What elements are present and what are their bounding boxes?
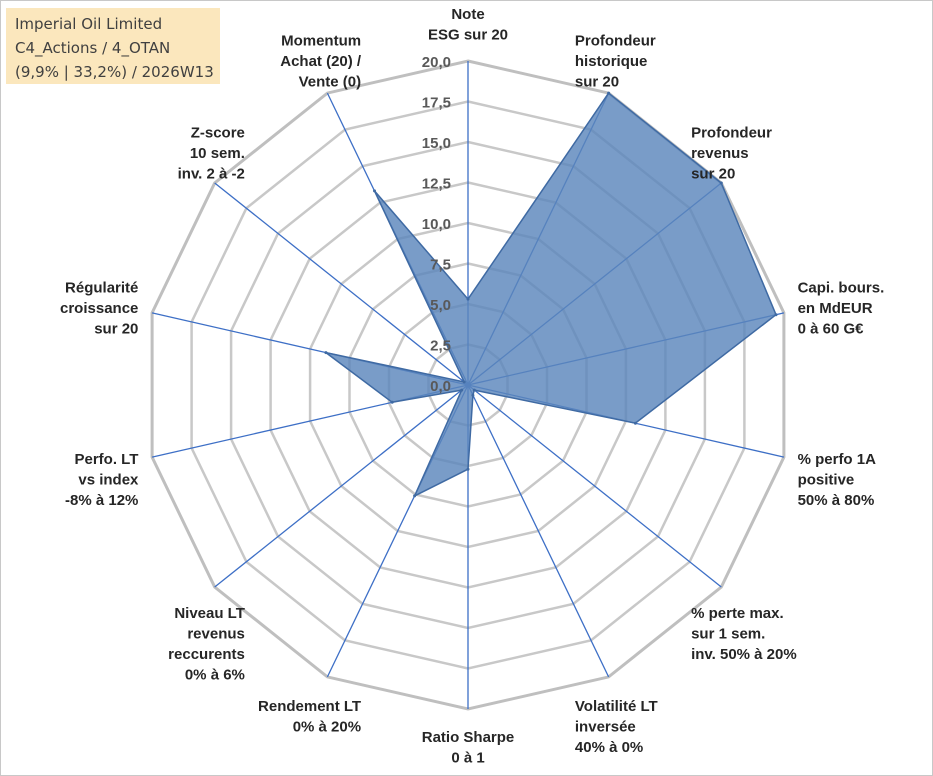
axis-label-line: Rendement LT (258, 698, 361, 715)
radar-series (324, 91, 778, 498)
radar-spoke (214, 182, 469, 386)
axis-label-line: vs index (78, 472, 139, 489)
data-point (471, 393, 475, 397)
axis-label-line: inv. 2 à -2 (178, 166, 245, 183)
axis-label-line: 0% à 6% (185, 667, 245, 684)
axis-label-line: inv. 50% à 20% (691, 646, 797, 663)
axis-label-line: sur 20 (94, 320, 138, 337)
tick-label: 10,0 (422, 216, 451, 233)
axis-label-line: Note (451, 6, 484, 23)
axis-label-line: sur 1 sem. (691, 626, 765, 643)
axis-label-line: croissance (60, 300, 138, 317)
axis-label-line: historique (575, 53, 648, 70)
data-point (466, 467, 470, 471)
axis-label-line: reccurents (168, 646, 245, 663)
category-label: C4_Actions / 4_OTAN (15, 39, 171, 57)
radar-spoke (467, 384, 722, 588)
axis-label-line: 50% à 80% (798, 492, 875, 509)
data-point (413, 494, 417, 498)
axis-label: % perte max. sur 1 sem. inv. 50% à 20% (691, 605, 797, 663)
data-point (466, 297, 470, 301)
axis-label-line: positive (798, 472, 855, 489)
axis-label-line: -8% à 12% (65, 492, 138, 509)
data-point (460, 388, 464, 392)
axis-label-line: Niveau LT (174, 605, 245, 622)
axis-label-line: Régularité (65, 279, 138, 296)
axis-label: Rendement LT 0% à 20% (258, 698, 361, 736)
axis-label-line: % perfo 1A (798, 451, 877, 468)
axis-label: % perfo 1A positive 50% à 80% (798, 451, 877, 509)
axis-label: Profondeur revenus sur 20 (691, 125, 772, 183)
period-label: (9,9% | 33,2%) / 2026W13 (15, 63, 214, 81)
axis-label-line: Perfo. LT (75, 451, 139, 468)
axis-label: Perfo. LT vs index -8% à 12% (65, 451, 139, 509)
axis-label: Régularité croissance sur 20 (60, 279, 138, 337)
data-point (607, 91, 611, 95)
tick-label: 17,5 (422, 95, 451, 112)
axis-label-line: 10 sem. (190, 145, 245, 162)
axis-label: Ratio Sharpe 0 à 1 (422, 729, 515, 767)
axis-label-line: Achat (20) / (280, 53, 362, 70)
axis-label-line: sur 20 (691, 166, 735, 183)
tick-label: 0,0 (430, 378, 451, 395)
axis-label-line: inversée (575, 718, 636, 735)
axis-label-line: Profondeur (691, 125, 772, 142)
data-point (774, 313, 778, 317)
axis-label-line: % perte max. (691, 605, 784, 622)
axis-label-line: 0 à 1 (451, 750, 484, 767)
axis-label-line: 0% à 20% (293, 718, 361, 735)
axis-label: Capi. bours. en MdEUR 0 à 60 G€ (798, 279, 885, 337)
data-point (472, 388, 476, 392)
axis-label-line: revenus (187, 626, 245, 643)
axis-label-line: sur 20 (575, 73, 619, 90)
company-name: Imperial Oil Limited (15, 15, 163, 33)
axis-label-line: Z-score (191, 125, 245, 142)
axis-label: Niveau LT revenus reccurents 0% à 6% (168, 605, 245, 684)
tick-label: 2,5 (430, 338, 451, 355)
axis-label-line: Profondeur (575, 32, 656, 49)
axis-label-line: 40% à 0% (575, 739, 643, 756)
tick-label: 7,5 (430, 257, 451, 274)
axis-label: Note ESG sur 20 (428, 6, 508, 44)
axis-label-line: ESG sur 20 (428, 27, 508, 44)
tick-label: 5,0 (430, 297, 451, 314)
radar-spoke (467, 384, 610, 678)
axis-label-line: Ratio Sharpe (422, 729, 515, 746)
radar-tick-labels: 0,0 2,5 5,0 7,5 10,0 12,5 15,0 17,5 20,0 (422, 54, 451, 395)
axis-label: Momentum Achat (20) / Vente (0) (280, 32, 362, 90)
data-point (719, 181, 723, 185)
axis-label-line: 0 à 60 G€ (798, 320, 865, 337)
axis-label-line: revenus (691, 145, 749, 162)
title-box: Imperial Oil Limited C4_Actions / 4_OTAN… (6, 8, 220, 84)
radar-spoke (214, 384, 469, 588)
axis-label-line: Vente (0) (299, 73, 362, 90)
axis-label: Profondeur historique sur 20 (575, 32, 656, 90)
axis-label-line: en MdEUR (798, 300, 873, 317)
tick-label: 15,0 (422, 135, 451, 152)
axis-label-line: Volatilité LT (575, 698, 658, 715)
tick-label: 12,5 (422, 176, 451, 193)
data-point (324, 351, 328, 355)
data-point (462, 380, 466, 384)
data-point (390, 400, 394, 404)
radar-axis-labels: Note ESG sur 20 Profondeur historique sur 20… (60, 6, 884, 767)
tick-label: 20,0 (422, 54, 451, 71)
axis-label-line: Momentum (281, 32, 361, 49)
axis-label: Z-score 10 sem. inv. 2 à -2 (178, 125, 245, 183)
axis-label-line: Capi. bours. (798, 279, 885, 296)
data-point (633, 421, 637, 425)
axis-label: Volatilité LT inversée 40% à 0% (575, 698, 658, 756)
data-point (373, 189, 376, 193)
